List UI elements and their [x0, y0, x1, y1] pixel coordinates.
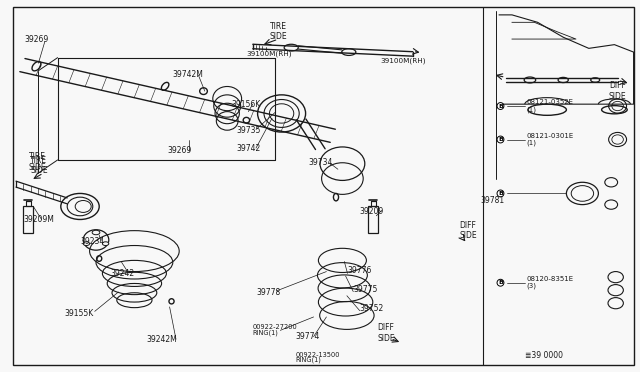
Bar	[368, 206, 378, 232]
Text: 39234: 39234	[80, 237, 104, 246]
Text: RING(1): RING(1)	[253, 330, 278, 336]
Text: 39100M(RH): 39100M(RH)	[246, 51, 292, 57]
Text: 08120-8351E
(3): 08120-8351E (3)	[526, 276, 573, 289]
Text: 39155K: 39155K	[64, 309, 93, 318]
Ellipse shape	[92, 230, 100, 235]
Text: 39269: 39269	[168, 146, 192, 155]
Text: TIRE
SIDE: TIRE SIDE	[269, 22, 287, 41]
Text: B: B	[498, 137, 503, 142]
Text: 39269: 39269	[24, 35, 49, 44]
Text: 39778: 39778	[256, 288, 280, 296]
Text: 39242M: 39242M	[146, 335, 177, 344]
Text: ≣39 0000: ≣39 0000	[525, 351, 563, 360]
Text: 39774: 39774	[296, 332, 320, 341]
Text: 39752: 39752	[360, 304, 384, 312]
Text: DIFF
SIDE: DIFF SIDE	[378, 323, 396, 343]
Text: B: B	[498, 103, 503, 109]
Text: 39742M: 39742M	[173, 70, 204, 79]
Text: 39156K: 39156K	[232, 100, 261, 109]
Text: 39775: 39775	[353, 285, 378, 294]
Text: 39100M(RH): 39100M(RH)	[381, 57, 426, 64]
Text: 08121-0352E
(1): 08121-0352E (1)	[526, 99, 573, 113]
Text: 00922-27200: 00922-27200	[253, 324, 298, 330]
Text: 39242: 39242	[110, 269, 134, 278]
Text: DIFF
SIDE: DIFF SIDE	[460, 221, 477, 240]
Text: B: B	[498, 191, 503, 196]
Text: DIFF
SIDE: DIFF SIDE	[609, 81, 627, 101]
Bar	[371, 201, 376, 206]
Ellipse shape	[83, 242, 90, 246]
Text: B: B	[498, 280, 503, 285]
Text: 00922-13500: 00922-13500	[296, 352, 340, 357]
Text: 39776: 39776	[348, 266, 372, 275]
Text: 39742: 39742	[237, 144, 261, 153]
Ellipse shape	[102, 242, 109, 246]
Bar	[26, 201, 31, 206]
Text: 39781: 39781	[481, 196, 505, 205]
Text: 39734: 39734	[308, 158, 333, 167]
Text: RING(1): RING(1)	[296, 357, 321, 363]
Text: 08121-0301E
(1): 08121-0301E (1)	[526, 133, 573, 146]
Text: 39209: 39209	[360, 207, 384, 216]
Text: 39735: 39735	[237, 126, 261, 135]
Text: TIRE
SIDE: TIRE SIDE	[30, 156, 48, 175]
Text: 39209M: 39209M	[23, 215, 54, 224]
Bar	[23, 206, 33, 232]
Text: TIRE
SIDE: TIRE SIDE	[29, 152, 47, 171]
